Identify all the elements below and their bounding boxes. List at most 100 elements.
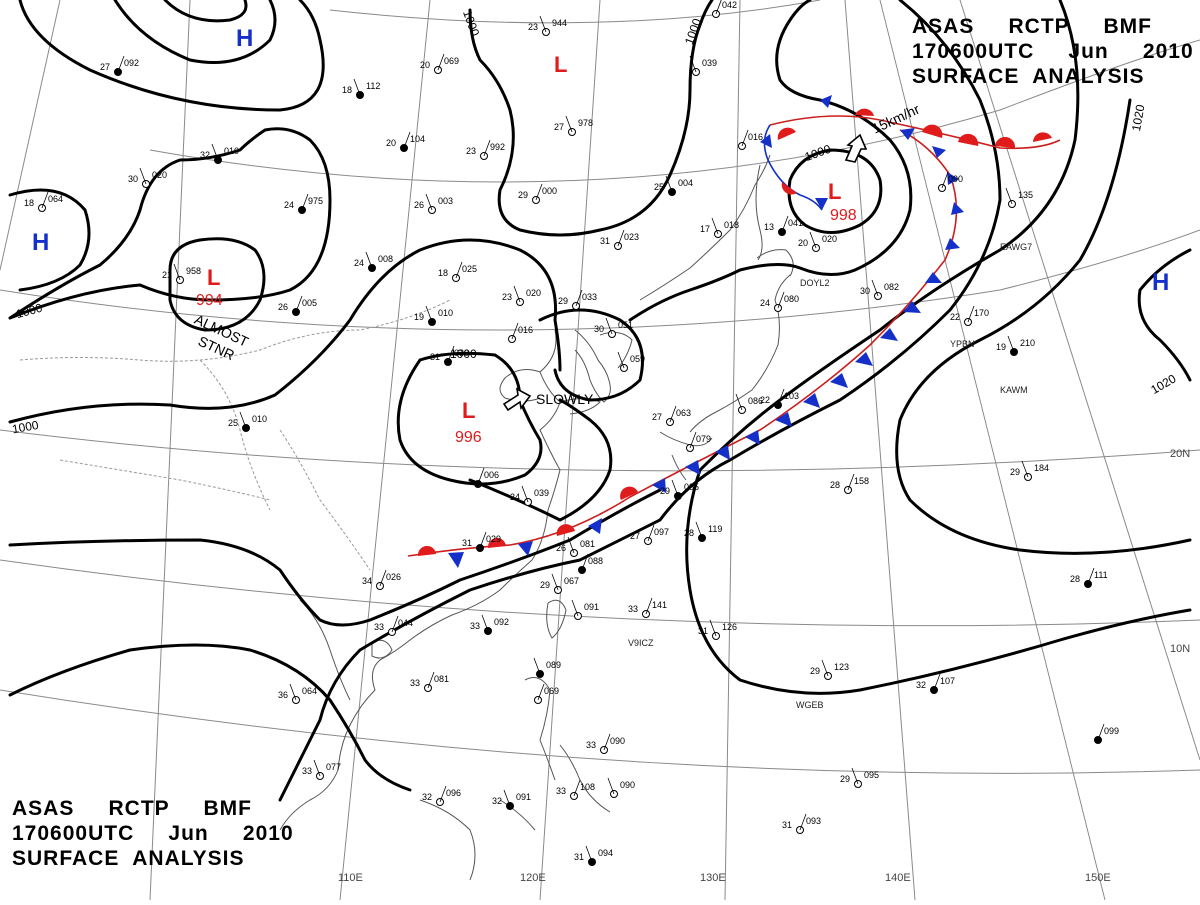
station-temperature: 33 [374, 622, 384, 632]
slowly-label: SLOWLY [536, 391, 594, 407]
wind-barb [521, 485, 529, 503]
wind-barb [479, 531, 487, 549]
station-temperature: 32 [492, 796, 502, 806]
wind-barb [821, 659, 829, 677]
station-plot: 016 [508, 322, 533, 343]
station-temperature: 33 [628, 604, 638, 614]
station-pressure: 030 [454, 348, 469, 358]
lon-label: 140E [885, 872, 911, 884]
station-temperature: 23 [528, 22, 538, 32]
wind-barb [503, 789, 511, 807]
station-plot: 016 [738, 129, 763, 150]
station-plot: 18 112 [342, 78, 380, 99]
wind-barb [427, 671, 435, 689]
title-line-2: 170600UTC Jun 2010 [912, 40, 1194, 63]
station-pressure: 003 [438, 196, 453, 206]
station-plot: 089 [533, 657, 561, 678]
station-temperature: 24 [284, 200, 294, 210]
wind-barb [665, 175, 673, 193]
station-plot: 32 107 [916, 673, 955, 694]
station-plot: 31 029 [462, 531, 501, 552]
station-temperature: 29 [1010, 467, 1020, 477]
station-plot: 30 082 [860, 279, 899, 300]
wind-barb [447, 345, 455, 363]
isobar-loop-center [538, 308, 644, 402]
footer-line-3: SURFACE ANALYSIS [12, 847, 245, 870]
title-line-3: SURFACE ANALYSIS [912, 65, 1145, 88]
station-pressure: 079 [696, 434, 711, 444]
station-plot: 32 091 [492, 789, 531, 810]
station-plot: 30 051 [594, 317, 633, 338]
station-plot: 22 103 [760, 388, 799, 409]
wind-barb [211, 143, 219, 161]
isobar-n-high-inner [113, 0, 277, 64]
station-pressure: 025 [462, 264, 477, 274]
station-plot: 34 026 [362, 569, 401, 590]
station-plot: 33 081 [410, 671, 449, 692]
station-temperature: 29 [540, 580, 550, 590]
station-pressure: 006 [484, 470, 499, 480]
station-pressure: 063 [676, 408, 691, 418]
station-plot: 27 978 [554, 115, 593, 136]
station-plot: 24 975 [284, 193, 323, 214]
station-plot: 31 126 [698, 619, 737, 640]
station-plot: 31 093 [782, 813, 821, 834]
station-pressure: 020 [526, 288, 541, 298]
station-temperature: 21 [162, 270, 172, 280]
isobar-south-a [8, 488, 662, 627]
motion-arrow-998 [844, 133, 868, 163]
station-pressure: 092 [124, 58, 139, 68]
station-temperature: 31 [600, 236, 610, 246]
station-temperature: 22 [950, 312, 960, 322]
station-plot: 22 170 [950, 305, 989, 326]
wind-barb [353, 78, 361, 96]
station-pressure: 099 [1104, 726, 1119, 736]
station-pressure: 975 [308, 196, 323, 206]
station-temperature: 33 [556, 786, 566, 796]
station-pressure: 010 [438, 308, 453, 318]
station-plot: 31 094 [574, 845, 613, 866]
station-plot: 25 004 [654, 175, 693, 196]
station-temperature: 31 [782, 820, 792, 830]
station-temperature: 31 [462, 538, 472, 548]
title-line-1: ASAS RCTP BMF [912, 15, 1152, 38]
wind-barb [513, 285, 521, 303]
isobar-west-h [8, 188, 91, 292]
station-temperature: 32 [200, 150, 210, 160]
wind-barb [139, 167, 147, 185]
station-plot: 090 [607, 777, 635, 798]
station-temperature: 30 [594, 324, 604, 334]
station-plot: 26 081 [556, 536, 595, 557]
ship-id: WGEB [796, 700, 824, 710]
wind-barb [645, 597, 653, 615]
station-pressure: 016 [748, 132, 763, 142]
wind-barb [41, 191, 49, 209]
wind-barb [1097, 723, 1105, 741]
low-994-value: 994 [196, 292, 223, 309]
coastlines [19, 154, 794, 881]
station-temperature: 24 [760, 298, 770, 308]
station-plot: 21 958 [162, 263, 201, 284]
wind-barb [781, 215, 789, 233]
wind-barb [425, 305, 433, 323]
wind-barb [809, 231, 817, 249]
wind-barb [483, 139, 491, 157]
station-pressure: 010 [252, 414, 267, 424]
station-plot: 33 092 [470, 614, 509, 635]
station-pressure: 091 [516, 792, 531, 802]
station-plot: 26 003 [414, 193, 453, 214]
isobar-low-998 [787, 148, 883, 234]
station-pressure: 141 [652, 600, 667, 610]
station-pressure: 992 [490, 142, 505, 152]
station-plot: 23 992 [466, 139, 505, 160]
station-plot: 27 092 [100, 55, 139, 76]
station-temperature: 17 [700, 224, 710, 234]
station-temperature: 33 [410, 678, 420, 688]
station-pressure: 067 [564, 576, 579, 586]
wind-barb [437, 53, 445, 71]
wind-barb [289, 683, 297, 701]
station-pressure: 086 [748, 396, 763, 406]
station-temperature: 34 [362, 576, 372, 586]
wind-barb [313, 759, 321, 777]
station-plot: 36 064 [278, 683, 317, 704]
